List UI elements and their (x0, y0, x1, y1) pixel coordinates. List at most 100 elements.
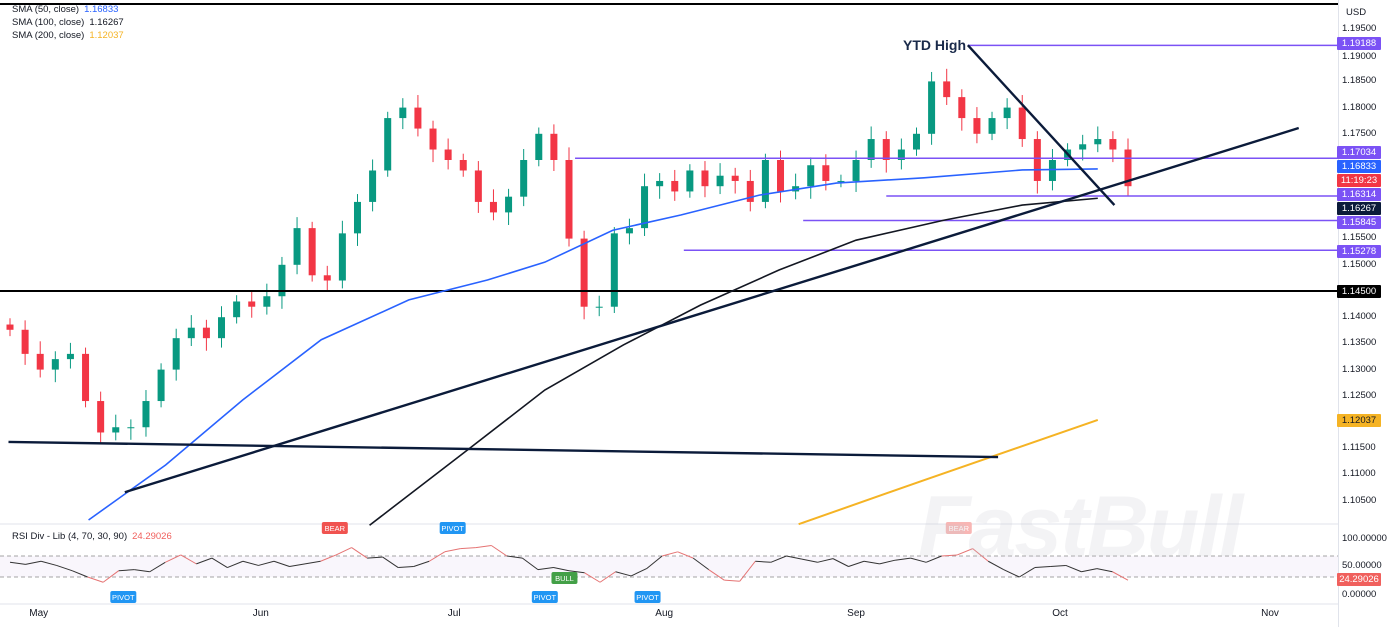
rsi-value-tag: 24.29026 (1337, 573, 1381, 587)
rsi-line-segment (258, 560, 275, 566)
candle-body (399, 107, 407, 119)
candle-body (1003, 107, 1011, 119)
candle-body (1094, 139, 1102, 145)
rsi-line-segment (335, 547, 352, 556)
rsi-line-segment (289, 563, 306, 567)
x-tick-label: May (29, 608, 49, 619)
candle-body (777, 160, 785, 192)
rsi-line-segment (895, 557, 911, 561)
y-tick-label: 1.11000 (1342, 468, 1376, 480)
candle-body (218, 317, 226, 339)
candle-body (414, 107, 422, 129)
rsi-line-segment (1050, 564, 1066, 567)
y-tick-label: 1.12500 (1342, 389, 1377, 401)
candle-body (51, 359, 59, 370)
rsi-line-segment (801, 558, 818, 563)
rsi-line-segment (273, 560, 290, 567)
trendline (8, 440, 999, 459)
rsi-line-segment (180, 554, 197, 565)
candle-body (157, 369, 165, 402)
candle-body (897, 149, 905, 160)
currency-label: USD (1346, 7, 1367, 18)
rsi-line-segment (522, 557, 539, 571)
rsi-line-segment (692, 557, 710, 571)
candle-body (474, 170, 482, 202)
rsi-line-segment (1081, 568, 1098, 573)
rsi-line-segment (1003, 569, 1020, 578)
candle-body (369, 170, 377, 202)
candle-body (731, 175, 739, 181)
candle-body (837, 180, 845, 182)
rsi-line-segment (848, 560, 865, 567)
rsi-line-segment (863, 560, 880, 565)
candle-body (1033, 139, 1041, 181)
price-tag: 11:19:23 (1337, 173, 1381, 187)
candle-body (66, 353, 74, 360)
price-axis[interactable] (1338, 0, 1400, 627)
rsi-marker-label: PIVOT (441, 524, 464, 533)
rsi-line-segment (770, 555, 787, 563)
x-tick-label: Nov (1261, 608, 1279, 619)
candle-body (444, 149, 452, 160)
rsi-marker-label: PIVOT (636, 593, 659, 602)
rsi-line-segment (599, 571, 616, 583)
rsi-marker-pivot (531, 591, 558, 603)
candle-body (308, 228, 316, 276)
rsi-tick-label: 100.00000 (1342, 533, 1387, 544)
rsi-line-segment (87, 576, 104, 583)
y-tick-label: 1.18000 (1342, 101, 1377, 113)
rsi-line-segment (367, 556, 383, 559)
sma-line-1 (369, 197, 1098, 526)
price-tag-level: 1.15278 (1337, 244, 1381, 258)
rsi-line-segment (537, 567, 554, 571)
candle-body (973, 118, 981, 134)
candle-body (867, 139, 875, 160)
y-tick-label: 1.13000 (1342, 363, 1377, 375)
rsi-line-segment (398, 566, 414, 569)
candle-body (429, 128, 437, 150)
price-tag: 1.16833 (1337, 159, 1381, 173)
rsi-line-segment (320, 554, 337, 562)
rsi-line-segment (491, 545, 508, 557)
candle-body (21, 329, 29, 354)
rsi-line-segment (1034, 566, 1051, 569)
price-tag-level: 1.17034 (1337, 145, 1381, 159)
rsi-marker-pivot (110, 591, 137, 603)
rsi-line-segment (786, 555, 803, 560)
candle-body (233, 301, 241, 318)
rsi-line-segment (444, 548, 461, 553)
price-tag-level: 1.16314 (1337, 187, 1381, 201)
candle-body (625, 228, 633, 234)
candle-body (278, 264, 286, 297)
candle-body (323, 275, 331, 281)
rsi-line-segment (56, 564, 73, 572)
ytd-high-annotation: YTD High (903, 37, 966, 53)
y-tick-label: 1.14000 (1342, 311, 1377, 323)
candle-body (943, 81, 951, 98)
y-tick-label: 1.11500 (1342, 442, 1376, 454)
rsi-line-segment (40, 560, 57, 566)
trendline (966, 44, 1116, 206)
rsi-line-segment (118, 569, 135, 572)
candle-body (988, 118, 996, 134)
price-chart[interactable]: PIVOT BEAR PIVOT PIVOT BULL PIVOT BEAR (0, 0, 1338, 627)
rsi-marker-pivot (439, 522, 466, 534)
rsi-line-segment (988, 560, 1005, 571)
rsi-line-segment (304, 560, 321, 565)
candle-body (701, 170, 709, 187)
x-tick-label: Oct (1052, 608, 1068, 619)
indicator-legend: SMA (50, close) 1.16833 SMA (100, close) 1… (12, 3, 124, 42)
candle-body (36, 353, 44, 370)
rsi-line-segment (71, 570, 88, 578)
rsi-tick-label: 0.00000 (1342, 589, 1377, 600)
rsi-line-segment (662, 551, 678, 557)
rsi-legend: RSI Div - Lib (4, 70, 30, 90) 24.29026 (12, 531, 172, 542)
candle-body (97, 401, 105, 433)
rsi-tick-label: 50.00000 (1342, 560, 1382, 571)
candle-body (610, 233, 618, 307)
legend-sma50: SMA (50, close) 1.16833 (12, 4, 119, 15)
candle-body (928, 81, 936, 134)
candle-body (595, 306, 603, 308)
candle-body (127, 427, 135, 429)
rsi-marker-label: BEAR (325, 524, 346, 533)
